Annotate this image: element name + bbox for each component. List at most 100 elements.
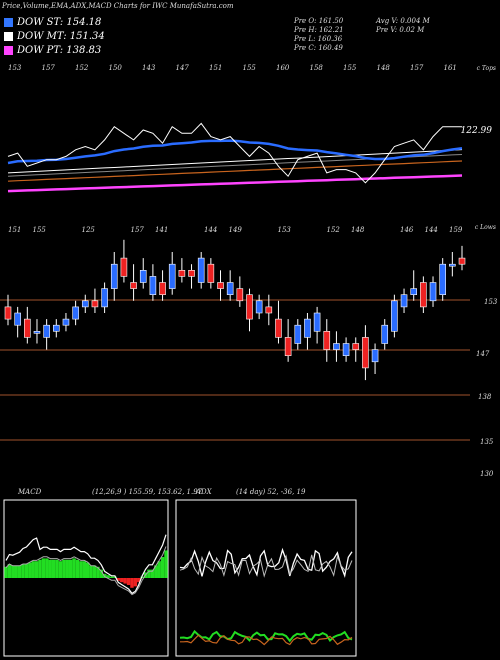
macd-bar [123,578,127,584]
candle-body [246,294,253,320]
macd-bar [89,565,93,578]
legend-swatch-mt [4,32,13,41]
ema-top-label: 160 [276,64,290,72]
candle-body [33,330,41,334]
ema-line-white-dotted [7,149,463,174]
candle-body [420,282,427,308]
ema-top-label: 158 [310,64,324,72]
candle-body [14,312,21,326]
candle-body [24,318,31,338]
macd-bar [14,565,18,578]
macd-signal-line [5,546,167,596]
macd-bar [7,564,12,578]
candle-body [313,312,321,332]
macd-bar [96,566,100,578]
macd-bar [133,578,138,587]
ema-line-magenta [7,174,463,193]
info-prev-close: Pre C: 160.49 [294,44,343,52]
macd-bar [75,559,80,578]
candle-body [275,318,282,338]
legend-dow-st: DOW ST: 154.18 [4,17,101,28]
candle-body [458,257,466,265]
price-top-label: 155 [33,226,47,234]
candle-body [284,337,292,356]
candle-body [207,263,215,283]
candle-body [449,263,456,267]
adx-aux-line [180,634,353,646]
macd-bar [79,561,83,578]
candle-body [168,263,176,289]
price-top-label: 144 [425,226,438,234]
legend-dow-pt: DOW PT: 138.83 [4,45,101,56]
candle-body [139,269,147,283]
legend-dow-mt: DOW MT: 151.34 [4,31,105,42]
info-prev-low: Pre L: 160.36 [294,35,343,43]
ema-top-label: 161 [444,64,457,72]
macd-bar [130,578,134,588]
candle-body [4,306,12,320]
candle-body [43,324,50,338]
candle-body [323,330,331,350]
candle-body [110,263,118,289]
macd-bar [48,559,52,578]
candle-body [101,288,108,308]
candle-body [352,343,360,350]
macd-bar [65,559,69,578]
macd-bar [38,559,42,578]
level-label: 138 [478,393,492,401]
candle-body [294,324,302,344]
info-avg-volume: Avg V: 0.004 M [376,17,430,25]
macd-bar [113,576,117,578]
candle-body [217,282,224,289]
macd-bar [41,558,46,578]
price-top-label: 141 [155,226,168,234]
level-label: 130 [480,470,494,478]
info-prev-open: Pre O: 161.50 [294,17,344,25]
candle-body [255,300,263,314]
candle-body [265,306,273,314]
candle-body [333,343,340,350]
candle-body [159,282,166,295]
macd-bar [17,565,22,578]
candle-body [72,306,79,320]
price-top-label: 159 [449,226,463,234]
macd-bar [82,561,86,578]
price-top-label: 151 [8,226,21,234]
candle-body [81,300,89,308]
price-right-tag: c Lows [475,224,496,231]
ema-top-label: 157 [42,64,56,72]
macd-bar [150,569,155,578]
ema-top-label: 157 [410,64,424,72]
macd-bar [106,575,110,578]
legend-swatch-pt [4,46,13,55]
adx-plus-di-line [179,547,353,578]
macd-bar [4,566,8,578]
macd-bar [21,564,25,578]
ema-top-label: 151 [209,64,222,72]
macd-bar [28,562,32,578]
macd-bar [109,576,114,578]
legend-label-mt: DOW MT: 151.34 [17,31,105,42]
adx-values: (14 day) 52, -36, 19 [236,488,306,496]
price-top-label: 152 [327,226,341,234]
macd-values: (12,26,9 ) 155.59, 153.62, 1.97 [92,488,203,496]
candle-body [120,257,128,277]
adx-line [179,629,353,643]
price-top-label: 157 [131,226,145,234]
candle-body [149,276,157,295]
ema-line-blue [7,139,463,165]
level-label: 147 [476,350,490,358]
candle-body [197,257,205,283]
candle-body [371,349,379,363]
macd-bar [154,565,158,578]
price-top-label: 125 [82,226,96,234]
candle-body [391,300,398,332]
price-top-label: 153 [278,226,292,234]
macd-bar [164,550,168,578]
macd-bar [24,564,29,578]
page-title: Price,Volume,EMA,ADX,MACD Charts for IWC… [2,2,234,10]
ema-line-orange [7,160,463,182]
candle-body [429,282,437,302]
